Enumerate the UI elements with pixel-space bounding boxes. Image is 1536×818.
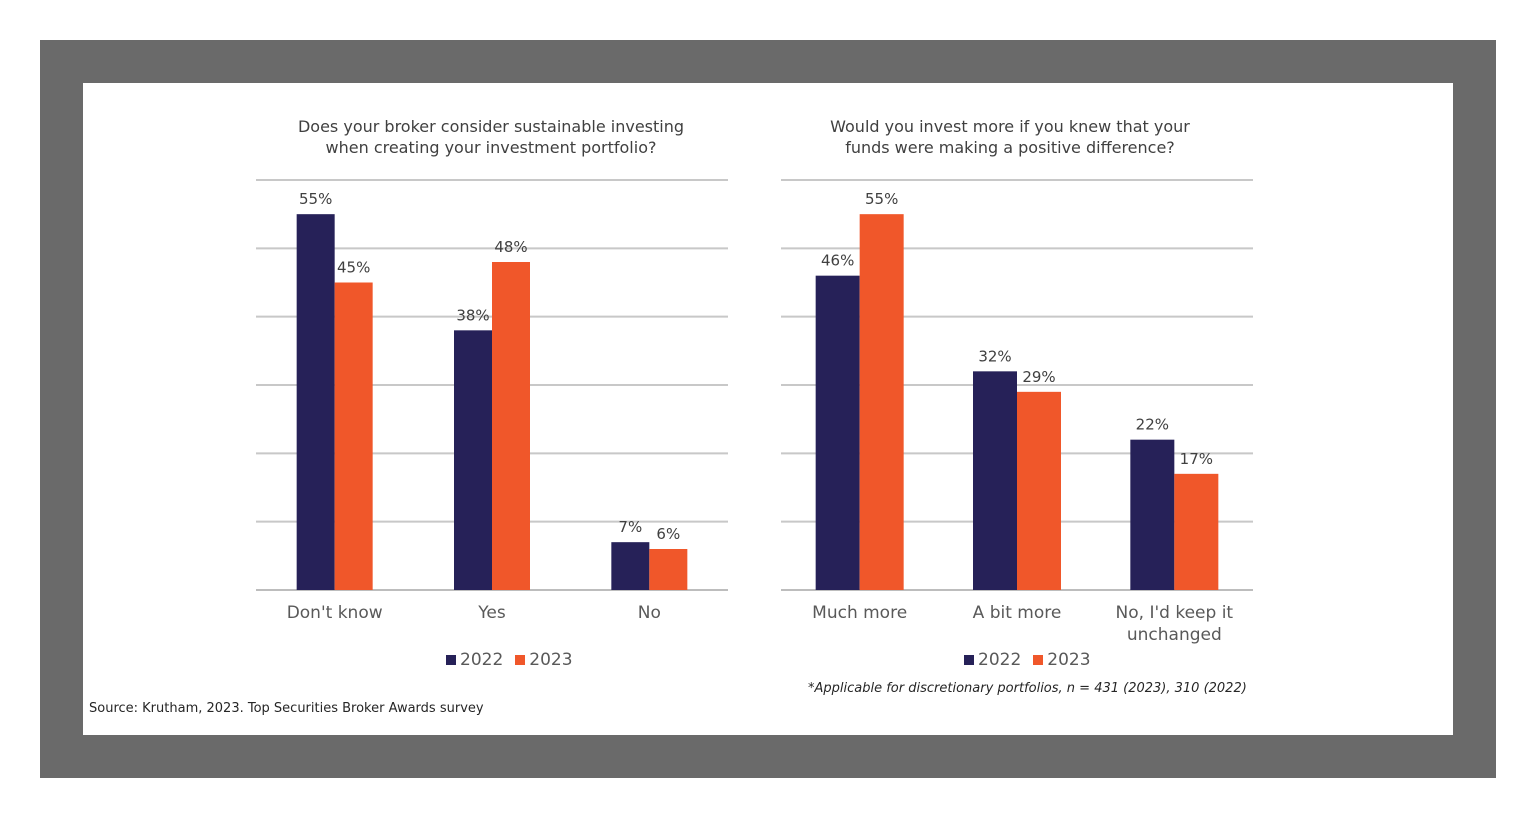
legend-swatch-2022 xyxy=(446,655,456,665)
right-chart-title-line-1: Would you invest more if you knew that y… xyxy=(830,117,1190,136)
left-bar-2023-0 xyxy=(334,282,373,590)
right-bar-2022-0 xyxy=(815,275,860,590)
left-data-label-2023-2: 6% xyxy=(656,525,680,543)
right-legend: 2022 2023 xyxy=(964,650,1091,670)
right-category-label-0: Much more xyxy=(812,603,907,623)
left-bar-2022-2 xyxy=(611,542,650,590)
right-bar-2023-2 xyxy=(1174,473,1219,590)
right-data-label-2022-1: 32% xyxy=(978,347,1011,365)
right-category-label-1: A bit more xyxy=(973,603,1062,623)
legend-label-2022: 2022 xyxy=(978,650,1022,670)
left-bar-2023-2 xyxy=(649,549,688,590)
legend-entry-2023: 2023 xyxy=(1033,650,1091,670)
right-data-label-2023-1: 29% xyxy=(1022,368,1055,386)
right-bar-2022-2 xyxy=(1130,439,1175,590)
footnote: *Applicable for discretionary portfolios… xyxy=(808,681,1247,696)
right-data-label-2022-0: 46% xyxy=(821,252,854,270)
legend-entry-2023: 2023 xyxy=(515,650,573,670)
left-category-label-1: Yes xyxy=(477,603,506,623)
right-chart-title-line-2: funds were making a positive difference? xyxy=(845,138,1175,157)
right-category-label-2: unchanged xyxy=(1127,625,1222,645)
left-bar-2022-0 xyxy=(296,214,335,590)
legend-label-2022: 2022 xyxy=(460,650,504,670)
legend-swatch-2022 xyxy=(964,655,974,665)
left-legend: 2022 2023 xyxy=(446,650,573,670)
left-data-label-2022-2: 7% xyxy=(618,518,642,536)
legend-entry-2022: 2022 xyxy=(964,650,1021,670)
right-bar-2023-0 xyxy=(859,214,904,590)
left-data-label-2023-0: 45% xyxy=(337,259,370,277)
left-bar-2022-1 xyxy=(454,330,492,590)
right-chart-title: Would you invest more if you knew that y… xyxy=(760,116,1260,158)
legend-swatch-2023 xyxy=(515,655,526,665)
right-bar-2023-1 xyxy=(1017,391,1061,590)
source-note: Source: Krutham, 2023. Top Securities Br… xyxy=(89,701,484,716)
legend-label-2023: 2023 xyxy=(1047,650,1091,670)
left-data-label-2022-1: 38% xyxy=(456,306,489,324)
legend-entry-2022: 2022 xyxy=(446,650,503,670)
right-category-label-2: No, I'd keep it xyxy=(1116,603,1234,623)
right-data-label-2023-2: 17% xyxy=(1180,450,1213,468)
legend-label-2023: 2023 xyxy=(529,650,573,670)
right-bar-2022-1 xyxy=(973,371,1017,590)
left-data-label-2023-1: 48% xyxy=(494,238,527,256)
left-category-label-0: Don't know xyxy=(287,603,383,623)
left-data-label-2022-0: 55% xyxy=(299,190,332,208)
right-data-label-2023-0: 55% xyxy=(865,190,898,208)
legend-swatch-2023 xyxy=(1033,655,1044,665)
right-data-label-2022-2: 22% xyxy=(1136,416,1169,434)
left-category-label-2: No xyxy=(638,603,661,623)
left-chart-title: Does your broker consider sustainable in… xyxy=(241,116,741,158)
left-bar-2023-1 xyxy=(492,262,530,590)
left-chart-title-line-2: when creating your investment portfolio? xyxy=(325,138,657,157)
left-chart-title-line-1: Does your broker consider sustainable in… xyxy=(297,117,685,136)
